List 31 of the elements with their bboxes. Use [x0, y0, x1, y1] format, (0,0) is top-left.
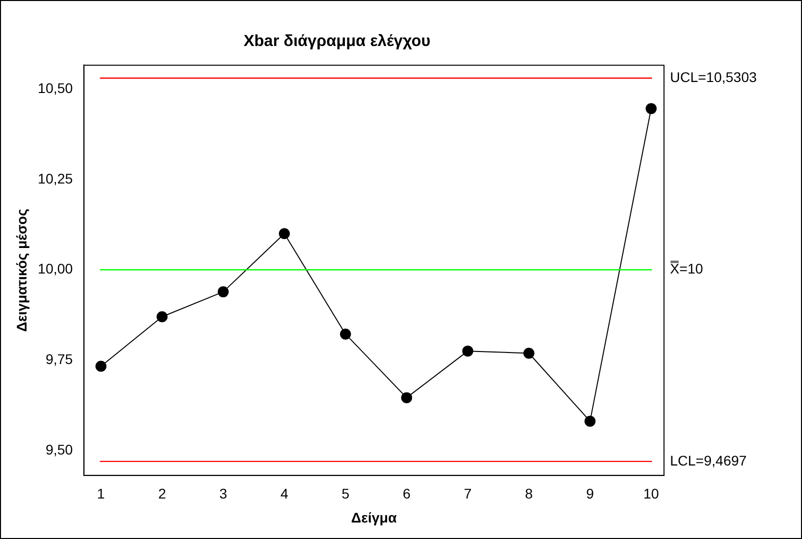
- y-axis-title: Δειγματικός μέσος: [13, 208, 30, 332]
- x-tick-label: 2: [158, 486, 166, 502]
- x-tick-label: 5: [342, 486, 350, 502]
- y-tick-label: 10,25: [38, 170, 74, 186]
- ref-line-label: LCL=9,4697: [670, 452, 747, 468]
- y-tick-label: 10,00: [38, 260, 74, 277]
- point: [340, 328, 351, 340]
- ref-line-label: UCL=10,5303: [670, 68, 758, 85]
- x-tick-label: 1: [97, 486, 106, 502]
- x-tick-label: 10: [643, 486, 660, 502]
- point: [278, 228, 290, 240]
- point: [646, 103, 657, 114]
- point: [95, 360, 106, 372]
- point: [156, 311, 168, 322]
- point: [218, 286, 229, 298]
- y-tick-label: 9,75: [46, 350, 74, 367]
- x-tick-label: 7: [464, 486, 472, 502]
- point: [523, 348, 534, 359]
- x-tick-label: 3: [219, 486, 228, 502]
- x-tick-label: 6: [402, 486, 411, 502]
- x-tick-label: 4: [280, 486, 288, 502]
- x-axis-title: Δείγμα: [351, 509, 398, 526]
- ref-line-label: X̿=10: [670, 260, 704, 277]
- y-tick-label: 10,50: [38, 80, 74, 96]
- x-tick-label: 8: [524, 486, 533, 502]
- x-tick-label: 9: [586, 486, 594, 502]
- y-tick-label: 9,50: [46, 441, 74, 458]
- point: [401, 392, 412, 404]
- point: [584, 416, 596, 427]
- chart-title: Xbar διάγραμμα ελέγχου: [244, 33, 430, 50]
- point: [462, 346, 474, 357]
